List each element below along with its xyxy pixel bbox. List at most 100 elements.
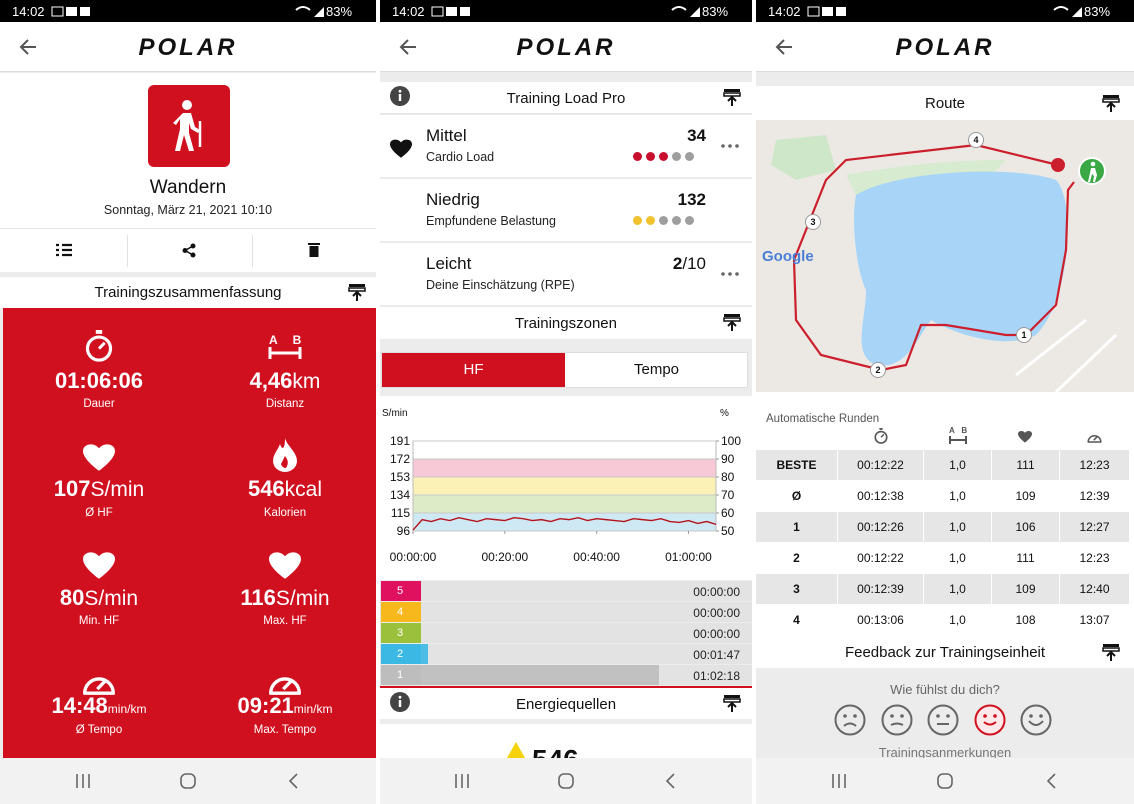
load-value: 2/10	[606, 254, 706, 274]
feeling-option[interactable]	[834, 704, 866, 736]
pin-icon[interactable]	[1101, 642, 1121, 662]
heart-icon-part	[1018, 431, 1032, 443]
stat-number: 09:21	[237, 693, 294, 718]
feeling-option[interactable]	[974, 704, 1006, 736]
nav-recent[interactable]	[831, 774, 847, 788]
feeling-option-part	[843, 714, 847, 718]
distance-icon-part	[268, 347, 302, 359]
nav-back[interactable]	[1046, 773, 1056, 789]
zone-bar	[421, 665, 660, 685]
app-header: POLAR	[756, 22, 1134, 72]
stat-label: Kalorien	[263, 507, 307, 519]
nav-home[interactable]	[937, 773, 953, 789]
pin-icon[interactable]	[722, 693, 742, 713]
nav-back[interactable]	[665, 773, 675, 789]
tab-tempo[interactable]: Tempo	[633, 361, 680, 378]
hr-zone-band	[413, 495, 716, 513]
status-icons-part	[66, 7, 77, 16]
info-icon[interactable]	[390, 692, 410, 712]
stopwatch-icon-part	[874, 430, 888, 444]
hr-chart: 96 115 134 153 172 191 50 60 70 80 90 100 00:00:00 00…	[382, 408, 741, 564]
nav-home[interactable]	[558, 773, 574, 789]
info-icon-part	[398, 700, 402, 707]
stat-label: Max. HF	[263, 615, 307, 627]
pin-icon-part	[1103, 95, 1119, 98]
y-tick-label: 115	[391, 506, 410, 520]
pin-icon[interactable]	[1101, 93, 1121, 113]
back-button[interactable]	[398, 38, 418, 56]
nav-home[interactable]	[180, 773, 196, 789]
more-button-part	[721, 144, 725, 148]
stat-unit: S/min	[275, 587, 330, 610]
feeling-option-part	[890, 714, 894, 718]
lap-cell: 00:12:39	[838, 574, 924, 604]
status-icons-part	[80, 7, 90, 16]
stat-value: 546kcal	[195, 476, 375, 502]
sport-name: Wandern	[149, 177, 227, 198]
status-icons-part	[431, 6, 444, 17]
share-button[interactable]	[182, 243, 196, 258]
stat-number: 14:48	[51, 693, 108, 718]
summary-screen: 14:02 83% POLAR Wandern Sonntag, März 21, 20…	[0, 0, 376, 804]
flame-icon-part	[281, 456, 288, 469]
pin-icon[interactable]	[722, 312, 742, 332]
feeling-option-part	[1029, 714, 1033, 718]
nav-recent[interactable]	[454, 774, 470, 788]
back-button[interactable]	[18, 38, 38, 56]
signal-icon-part	[671, 6, 687, 11]
route-map-part	[1051, 158, 1065, 172]
lap-cell: 12:27	[1060, 512, 1130, 542]
tab-hf[interactable]: HF	[382, 353, 565, 387]
lap-marker: 4	[968, 132, 984, 148]
route-map-part	[854, 171, 1068, 366]
feeling-option[interactable]	[1020, 704, 1052, 736]
hr-line	[412, 517, 717, 531]
info-icon[interactable]	[390, 86, 410, 106]
list-button[interactable]	[56, 243, 72, 257]
heart-icon	[1018, 431, 1032, 443]
ab-label: B	[292, 333, 302, 347]
feeling-option-part	[890, 722, 904, 726]
feeling-option-part	[927, 704, 959, 736]
status-icons-part	[836, 7, 846, 16]
y-tick-label: 191	[390, 434, 410, 448]
lap-cell: 1,0	[924, 481, 992, 511]
stopwatch-icon-part	[97, 341, 106, 350]
feeling-option[interactable]	[881, 704, 913, 736]
gauge-icon-part	[83, 677, 115, 695]
load-screen: 14:02 83% POLAR Training Load Pro Mittel Card…	[380, 0, 752, 804]
load-value: 34	[606, 126, 706, 146]
stat-number: 107	[53, 476, 91, 501]
more-button[interactable]	[721, 144, 739, 148]
stat-unit: S/min	[84, 587, 139, 610]
hr-zone-band	[413, 477, 716, 495]
lap-cell: 109	[992, 481, 1060, 511]
lap-cell: 111	[992, 543, 1060, 573]
nav-back-part	[666, 773, 675, 789]
y2-tick-label: 70	[721, 488, 735, 502]
load-dot	[646, 216, 655, 225]
lap-cell: 108	[992, 605, 1060, 635]
section-header: Trainingszonen	[380, 307, 752, 339]
pin-icon-part	[723, 92, 741, 97]
pin-icon[interactable]	[722, 87, 742, 107]
stopwatch-icon-part	[880, 433, 885, 438]
notes-label: Trainingsanmerkungen	[878, 745, 1012, 758]
nav-back[interactable]	[288, 773, 298, 789]
feeling-option[interactable]	[927, 704, 959, 736]
delete-button[interactable]	[308, 242, 320, 257]
pin-icon[interactable]	[347, 282, 367, 302]
load-number: 2	[672, 254, 683, 273]
section-title: Training Load Pro	[506, 90, 626, 107]
stat-value: 80S/min	[9, 585, 189, 611]
heart-icon	[83, 552, 115, 579]
more-button[interactable]	[721, 272, 739, 276]
nav-recent[interactable]	[75, 774, 91, 788]
load-dot	[672, 152, 681, 161]
status-icons-part	[460, 7, 470, 16]
more-button-part	[735, 144, 739, 148]
stat-unit: S/min	[90, 478, 145, 501]
back-button[interactable]	[774, 38, 794, 56]
laps-title: Automatische Runden	[766, 413, 880, 425]
